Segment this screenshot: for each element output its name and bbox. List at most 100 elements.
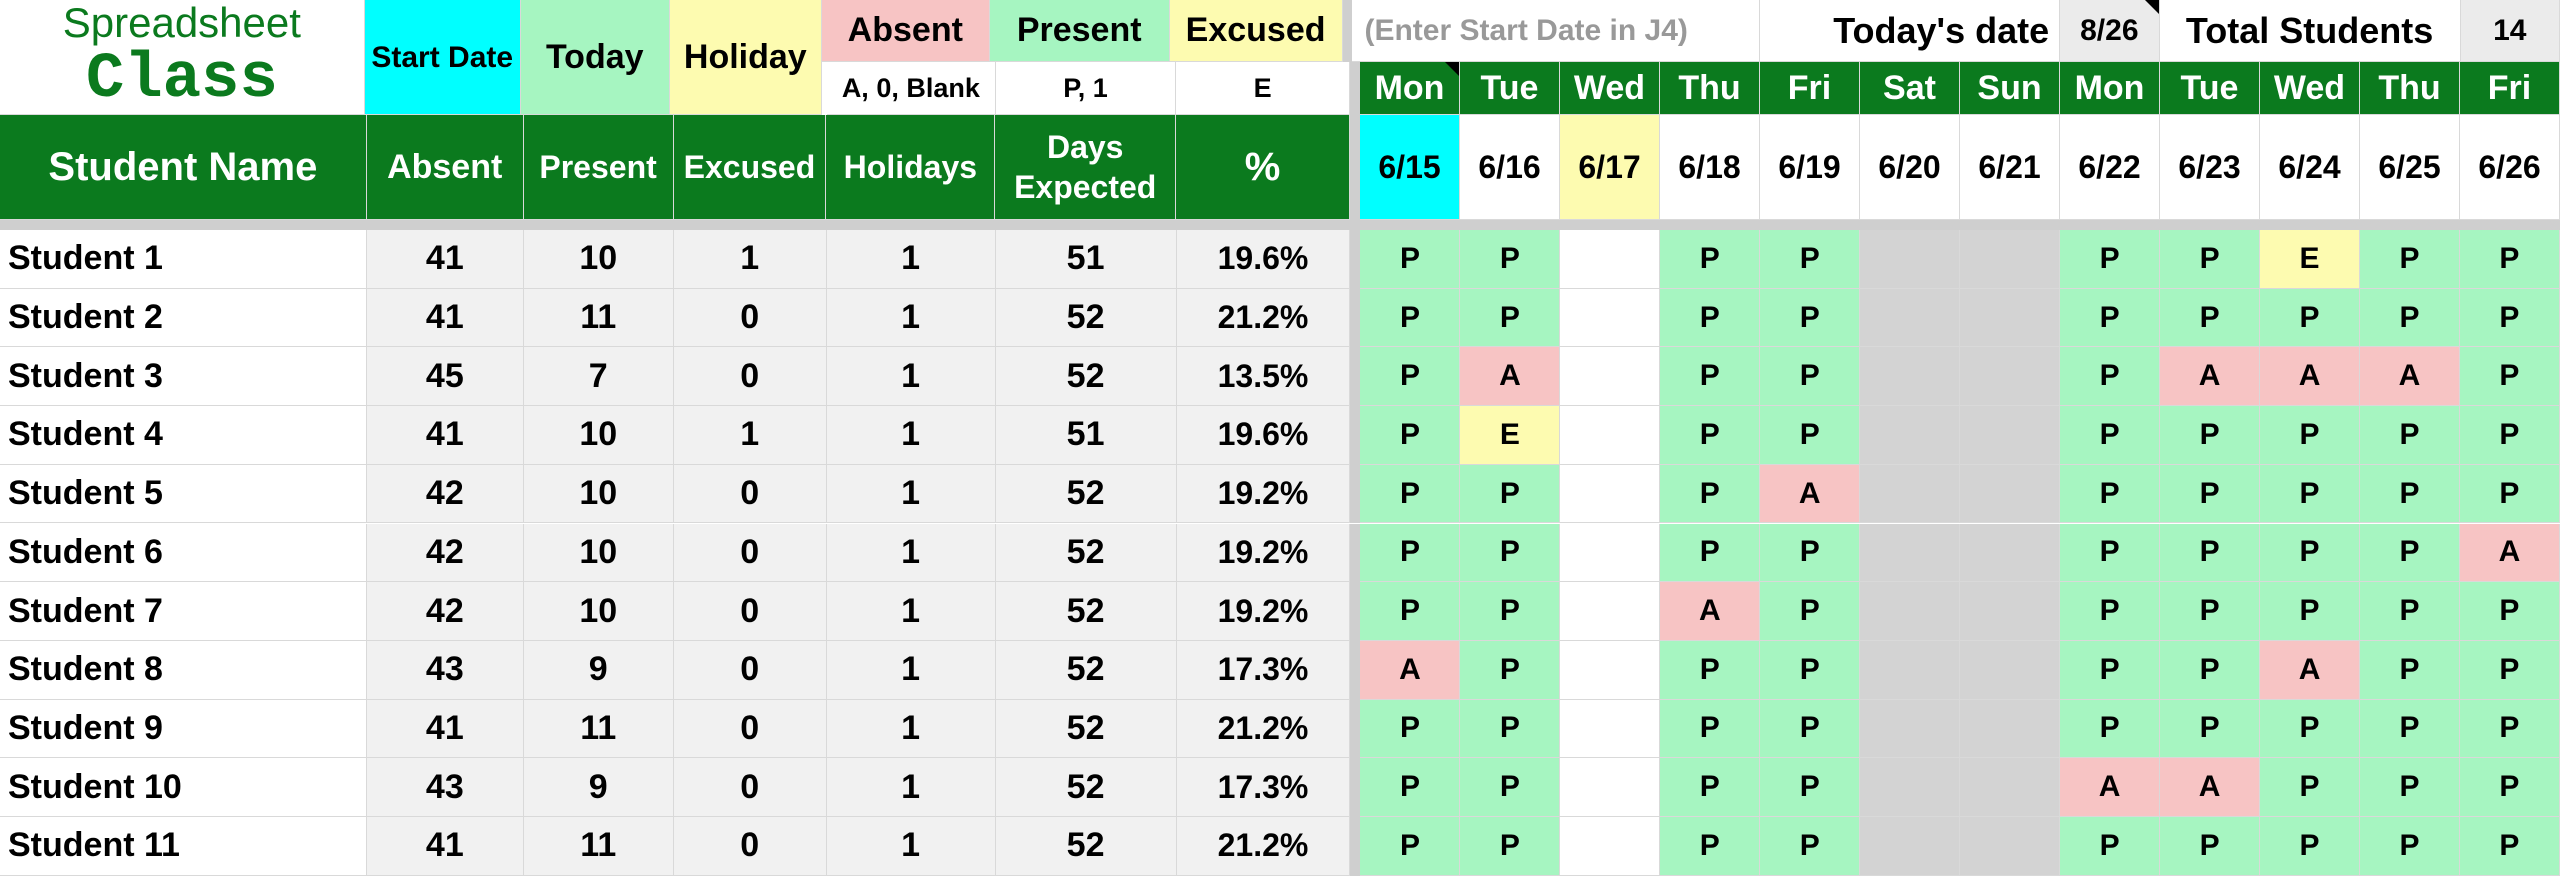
attendance-cell[interactable]: P: [1760, 640, 1861, 700]
attendance-cell[interactable]: P: [2060, 464, 2161, 524]
attendance-cell[interactable]: P: [2260, 464, 2360, 524]
attendance-cell[interactable]: [1960, 699, 2061, 759]
attendance-cell[interactable]: P: [1460, 464, 1561, 524]
attendance-cell[interactable]: P: [2459, 699, 2560, 759]
present-header[interactable]: Present: [523, 115, 674, 220]
holidays-count[interactable]: 1: [826, 640, 996, 700]
attendance-cell[interactable]: [1560, 817, 1661, 876]
attendance-cell[interactable]: P: [1660, 640, 1761, 700]
attendance-cell[interactable]: P: [1460, 230, 1561, 289]
days-expected[interactable]: 52: [995, 523, 1177, 583]
attendance-cell[interactable]: P: [1360, 230, 1461, 289]
attendance-cell[interactable]: P: [2160, 230, 2261, 289]
days-expected-header[interactable]: Days Expected: [995, 115, 1177, 220]
days-expected[interactable]: 52: [995, 464, 1177, 524]
attendance-cell[interactable]: P: [1460, 699, 1561, 759]
attendance-cell[interactable]: A: [2260, 640, 2360, 700]
attendance-cell[interactable]: P: [2360, 699, 2460, 759]
student-name[interactable]: Student 5: [0, 464, 367, 524]
student-name[interactable]: Student 4: [0, 406, 367, 465]
attendance-cell[interactable]: [1560, 582, 1661, 641]
attendance-cell[interactable]: [1560, 699, 1661, 759]
student-name[interactable]: Student 11: [0, 817, 367, 876]
absent-header[interactable]: Absent: [366, 115, 524, 220]
attendance-cell[interactable]: A: [2260, 347, 2360, 407]
present-count[interactable]: 10: [523, 230, 674, 289]
attendance-cell[interactable]: P: [1360, 817, 1461, 876]
attendance-cell[interactable]: P: [2160, 523, 2261, 583]
attendance-cell[interactable]: P: [2360, 758, 2460, 817]
holidays-count[interactable]: 1: [826, 817, 996, 876]
student-name[interactable]: Student 8: [0, 640, 367, 700]
attendance-cell[interactable]: P: [1360, 758, 1461, 817]
attendance-cell[interactable]: [1560, 640, 1661, 700]
attendance-cell[interactable]: P: [2260, 817, 2360, 876]
present-count[interactable]: 9: [523, 640, 674, 700]
date-header-5[interactable]: 6/20: [1860, 115, 1961, 220]
holidays-count[interactable]: 1: [826, 288, 996, 348]
attendance-cell[interactable]: A: [2160, 347, 2261, 407]
attendance-cell[interactable]: P: [2360, 640, 2460, 700]
student-name[interactable]: Student 10: [0, 758, 367, 817]
attendance-cell[interactable]: P: [2459, 230, 2560, 289]
attendance-cell[interactable]: P: [1760, 523, 1861, 583]
holidays-count[interactable]: 1: [826, 347, 996, 407]
holidays-header[interactable]: Holidays: [826, 115, 996, 220]
attendance-cell[interactable]: [1560, 230, 1661, 289]
days-expected[interactable]: 52: [995, 817, 1177, 876]
excused-count[interactable]: 0: [673, 817, 827, 876]
present-count[interactable]: 10: [523, 464, 674, 524]
attendance-cell[interactable]: [1960, 758, 2061, 817]
attendance-cell[interactable]: P: [1760, 288, 1861, 348]
attendance-cell[interactable]: P: [2160, 464, 2261, 524]
holidays-count[interactable]: 1: [826, 699, 996, 759]
attendance-percent[interactable]: 21.2%: [1176, 288, 1351, 348]
attendance-cell[interactable]: P: [1760, 406, 1861, 465]
absent-count[interactable]: 41: [366, 699, 524, 759]
student-name[interactable]: Student 3: [0, 347, 367, 407]
attendance-cell[interactable]: P: [1760, 230, 1861, 289]
attendance-cell[interactable]: P: [2060, 230, 2161, 289]
attendance-percent[interactable]: 13.5%: [1176, 347, 1351, 407]
excused-count[interactable]: 0: [673, 582, 827, 641]
excused-count[interactable]: 1: [673, 406, 827, 465]
holidays-count[interactable]: 1: [826, 523, 996, 583]
legend-excused[interactable]: Excused: [1169, 0, 1343, 62]
excused-count[interactable]: 0: [673, 288, 827, 348]
attendance-cell[interactable]: P: [1460, 817, 1561, 876]
student-name[interactable]: Student 7: [0, 582, 367, 641]
attendance-cell[interactable]: P: [1760, 347, 1861, 407]
attendance-cell[interactable]: P: [1360, 464, 1461, 524]
days-expected[interactable]: 52: [995, 699, 1177, 759]
attendance-cell[interactable]: P: [1360, 347, 1461, 407]
attendance-cell[interactable]: [1560, 288, 1661, 348]
attendance-cell[interactable]: A: [1760, 464, 1861, 524]
present-count[interactable]: 11: [523, 817, 674, 876]
excused-count[interactable]: 0: [673, 464, 827, 524]
attendance-cell[interactable]: P: [2459, 758, 2560, 817]
attendance-cell[interactable]: [1960, 523, 2061, 583]
attendance-cell[interactable]: P: [1660, 230, 1761, 289]
present-count[interactable]: 10: [523, 406, 674, 465]
attendance-cell[interactable]: [1560, 464, 1661, 524]
attendance-cell[interactable]: P: [1660, 523, 1761, 583]
attendance-cell[interactable]: A: [1360, 640, 1461, 700]
days-expected[interactable]: 52: [995, 288, 1177, 348]
attendance-cell[interactable]: P: [2160, 406, 2261, 465]
days-expected[interactable]: 51: [995, 230, 1177, 289]
attendance-cell[interactable]: P: [2260, 582, 2360, 641]
attendance-cell[interactable]: P: [2360, 464, 2460, 524]
attendance-percent[interactable]: 21.2%: [1176, 817, 1351, 876]
holidays-count[interactable]: 1: [826, 230, 996, 289]
todays-date-value[interactable]: 8/26: [2060, 0, 2160, 62]
days-expected[interactable]: 52: [995, 758, 1177, 817]
attendance-cell[interactable]: P: [2060, 406, 2161, 465]
absent-count[interactable]: 41: [366, 230, 524, 289]
days-expected[interactable]: 52: [995, 640, 1177, 700]
date-header-4[interactable]: 6/19: [1760, 115, 1861, 220]
attendance-cell[interactable]: A: [2060, 758, 2161, 817]
attendance-cell[interactable]: P: [2360, 582, 2460, 641]
attendance-cell[interactable]: [1960, 230, 2061, 289]
attendance-cell[interactable]: P: [2360, 523, 2460, 583]
legend-absent[interactable]: Absent: [821, 0, 990, 62]
